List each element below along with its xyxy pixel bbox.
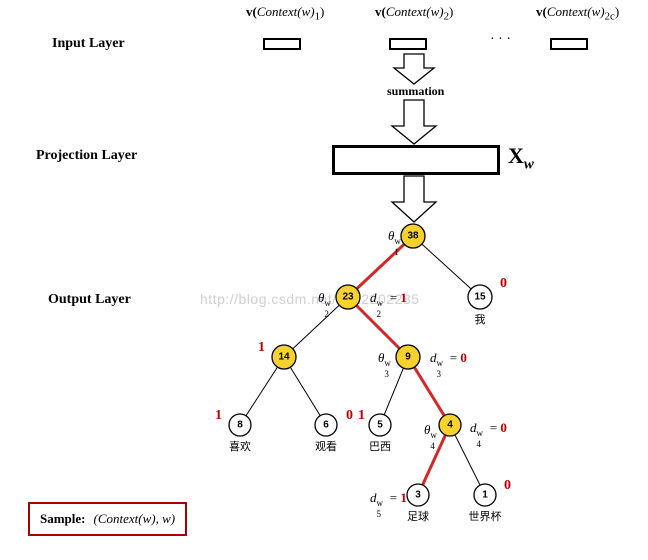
tree-edge: [413, 236, 480, 297]
leaf-label: 巴西: [369, 441, 391, 453]
red-side-label: 1: [358, 408, 365, 424]
tree-node-value: 6: [323, 420, 329, 431]
tree-edge: [348, 236, 413, 297]
leaf-label: 足球: [407, 509, 429, 523]
arrow-down-2: [392, 100, 436, 144]
leaf-label: 喜欢: [229, 439, 251, 453]
tree-node-value: 14: [278, 352, 290, 363]
theta-label: θw2: [318, 290, 324, 306]
theta-label: θw3: [378, 350, 384, 366]
tree-node-value: 9: [405, 352, 411, 363]
red-side-label: 0: [500, 276, 507, 292]
d-label: dw4 = 0: [470, 420, 507, 436]
red-side-label: 0: [346, 408, 353, 424]
leaf-label: 我: [475, 313, 486, 326]
tree-node-value: 1: [482, 490, 488, 501]
theta-label: θw1: [388, 228, 394, 244]
red-side-label: 1: [215, 408, 222, 424]
arrow-down-1: [394, 54, 434, 84]
tree-node-value: 15: [474, 292, 486, 303]
tree-node-value: 5: [377, 420, 383, 431]
red-side-label: 0: [504, 478, 511, 494]
leaf-label: 观看: [315, 439, 337, 453]
leaf-label: 世界杯: [469, 509, 502, 523]
tree-edge: [284, 297, 348, 357]
red-side-label: 1: [258, 340, 265, 356]
d-label: dw2 = 1: [370, 290, 407, 306]
d-label: dw3 = 0: [430, 350, 467, 366]
tree-node-value: 3: [415, 490, 421, 501]
tree-node-value: 8: [237, 420, 243, 431]
tree-node-value: 38: [407, 231, 419, 242]
arrow-down-3: [392, 176, 436, 222]
d-label: dw5 = 1: [370, 490, 407, 506]
diagram-svg: 38 23 15 14 9 8 6 5 4 3 1 我喜欢 观看 巴西足球 世界杯: [0, 0, 648, 560]
tree-node-value: 4: [447, 420, 453, 431]
tree-node-value: 23: [342, 292, 354, 303]
tree-leaf-labels: 我喜欢 观看 巴西足球 世界杯: [229, 313, 502, 523]
diagram-stage: Input Layer Projection Layer Output Laye…: [0, 0, 648, 560]
theta-label: θw4: [424, 422, 430, 438]
